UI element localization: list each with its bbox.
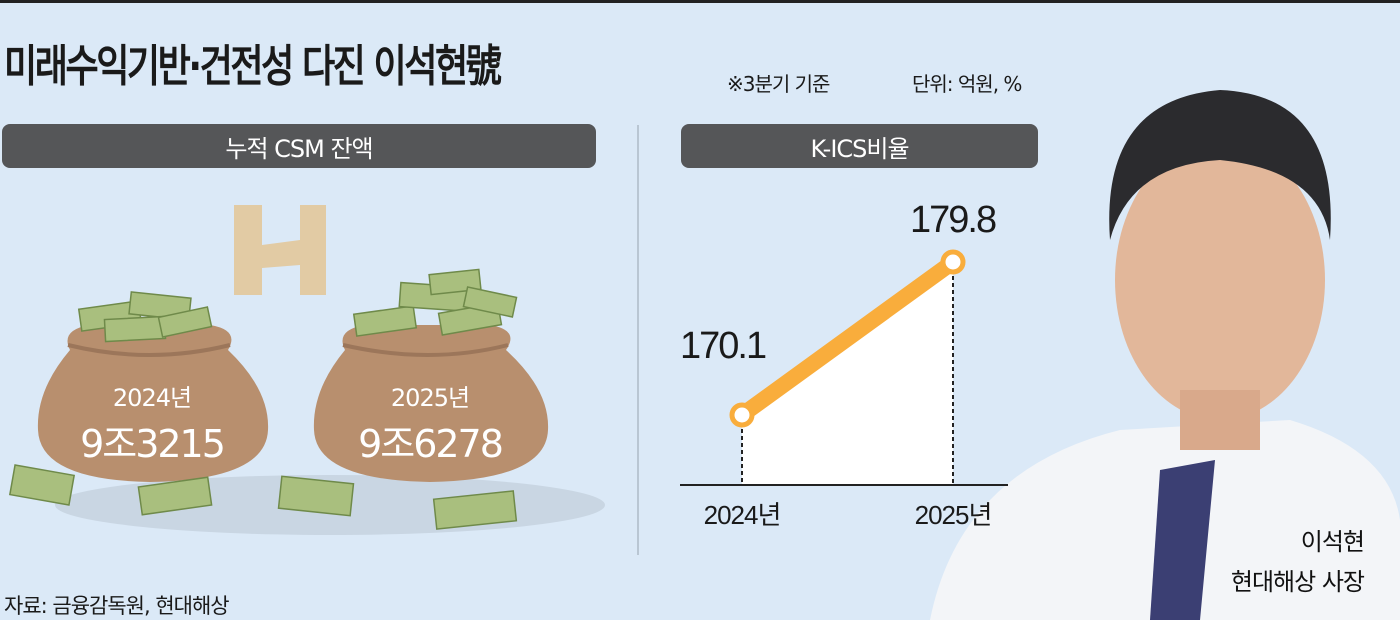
csm-item-2024: 2024년 9조3215 bbox=[62, 378, 242, 468]
portrait bbox=[930, 90, 1400, 620]
person-name: 이석현 bbox=[1300, 528, 1365, 556]
source-note: 자료: 금융감독원, 현대해상 bbox=[4, 594, 230, 618]
csm-panel-label: 누적 CSM 잔액 bbox=[2, 124, 596, 168]
data-point bbox=[940, 249, 966, 275]
person-title: 현대해상 사장 bbox=[1230, 568, 1365, 596]
csm-year: 2025년 bbox=[390, 384, 470, 412]
logo-icon bbox=[234, 205, 326, 295]
cash-stacks bbox=[8, 464, 518, 530]
top-border bbox=[0, 0, 1400, 3]
basis-note: ※3분기 기준 bbox=[727, 72, 830, 96]
money-bag-2024 bbox=[37, 291, 269, 482]
page-title: 미래수익기반·건전성 다진 이석현號 bbox=[4, 41, 502, 92]
unit-note: 단위: 억원, % bbox=[912, 72, 1022, 96]
csm-value: 9조3215 bbox=[80, 422, 226, 466]
x-tick-label: 2025년 bbox=[915, 500, 992, 530]
csm-value: 9조6278 bbox=[358, 422, 504, 466]
money-bag-2025 bbox=[313, 268, 549, 482]
x-tick-label: 2024년 bbox=[704, 500, 781, 530]
kics-panel-label: K-ICS비율 bbox=[681, 124, 1038, 168]
data-label: 170.1 bbox=[680, 325, 766, 367]
csm-item-2025: 2025년 9조6278 bbox=[340, 378, 520, 468]
csm-year: 2024년 bbox=[112, 384, 192, 412]
data-label: 179.8 bbox=[910, 199, 996, 241]
panel-divider bbox=[637, 125, 639, 555]
area-fill bbox=[742, 262, 953, 485]
series-line bbox=[734, 254, 961, 423]
data-point bbox=[729, 402, 755, 428]
